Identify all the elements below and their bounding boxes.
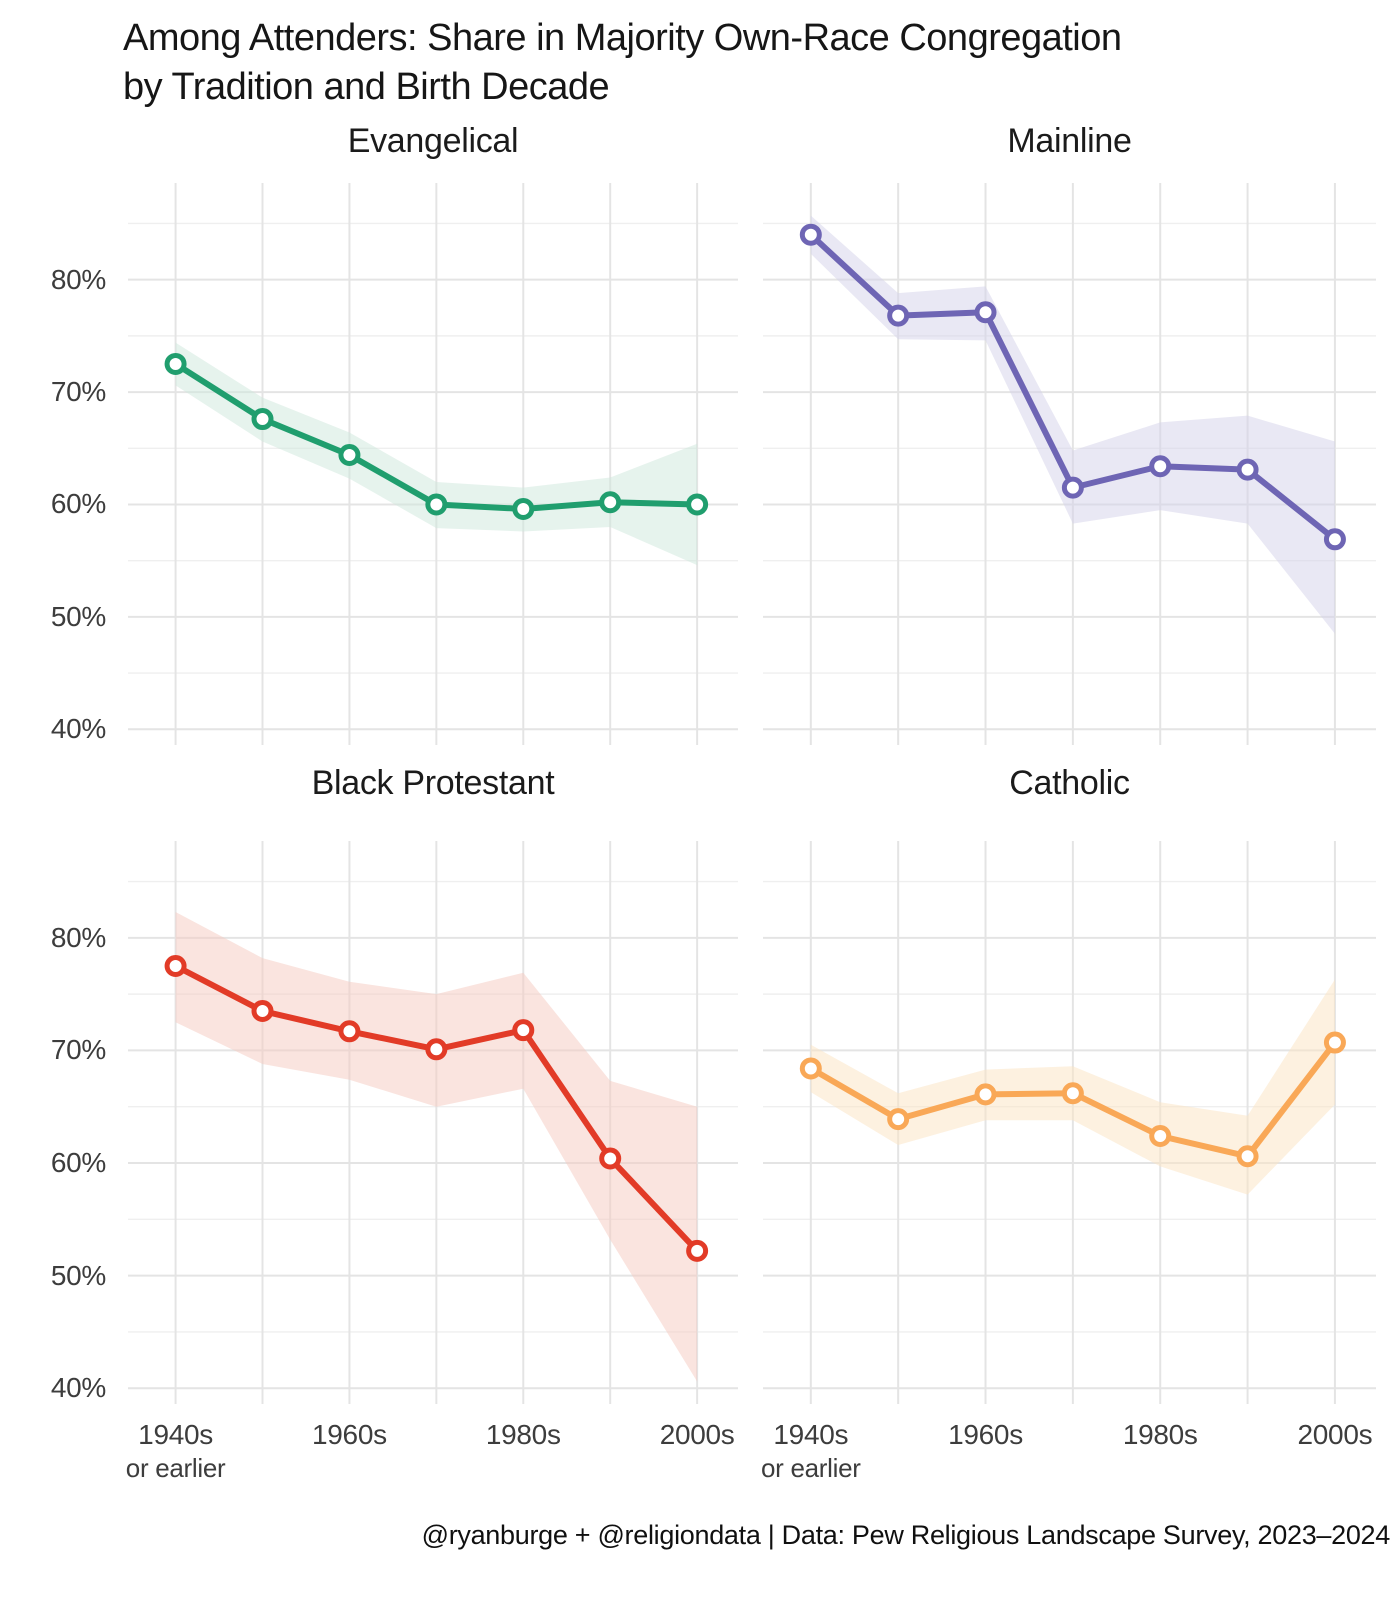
data-point-black-protestant-1980s: [512, 1019, 535, 1042]
data-point-catholic-1960s: [974, 1083, 997, 1106]
facet-title-evangelical: Evangelical: [347, 122, 519, 160]
data-point-mainline-1970s: [1061, 476, 1084, 499]
x-tick-text: 1980s: [485, 1419, 561, 1450]
panel-catholic: [763, 841, 1376, 1404]
x-tick-label-black-protestant-2000s: 2000s: [617, 1418, 777, 1452]
x-tick-label-black-protestant-1980s: 1980s: [443, 1418, 603, 1452]
y-tick-label-80: 80%: [50, 263, 106, 295]
panel-evangelical: [128, 183, 738, 745]
data-point-evangelical-1970s: [425, 493, 448, 516]
caption: @ryanburge + @religiondata | Data: Pew R…: [421, 1520, 1391, 1550]
y-tick-label-70: 70%: [50, 1034, 106, 1066]
data-point-evangelical-1990s: [599, 491, 622, 514]
facet-title-mainline: Mainline: [1007, 122, 1132, 160]
data-point-evangelical-1940s-or-earlier: [164, 352, 187, 375]
y-tick-label-50: 50%: [50, 1259, 106, 1291]
data-point-mainline-1940s-or-earlier: [799, 223, 822, 246]
confidence-ribbon-mainline: [810, 215, 1335, 634]
y-tick-label-40: 40%: [50, 1372, 106, 1404]
x-tick-subtext: or earlier: [125, 1453, 226, 1483]
x-tick-text: 1960s: [312, 1419, 387, 1450]
data-point-black-protestant-1970s: [425, 1038, 448, 1061]
x-tick-text: 1940s: [773, 1419, 849, 1450]
x-tick-subtext: or earlier: [761, 1453, 861, 1483]
data-point-catholic-2000s: [1323, 1031, 1346, 1054]
data-point-evangelical-2000s: [686, 493, 709, 516]
y-tick-label-60: 60%: [50, 488, 106, 520]
data-point-evangelical-1980s: [512, 497, 535, 520]
x-tick-label-black-protestant-1960s: 1960s: [269, 1418, 429, 1452]
data-point-black-protestant-2000s: [686, 1239, 709, 1262]
data-point-catholic-1990s: [1236, 1145, 1259, 1168]
x-tick-label-catholic-1980s: 1980s: [1080, 1418, 1240, 1452]
x-tick-text: 2000s: [659, 1419, 735, 1450]
x-tick-text: 1940s: [138, 1419, 213, 1450]
x-tick-label-catholic-1940s: 1940s or earlier: [731, 1418, 891, 1484]
data-point-evangelical-1960s: [338, 444, 361, 467]
data-point-catholic-1970s: [1061, 1082, 1084, 1105]
x-tick-text: 1980s: [1122, 1419, 1198, 1450]
data-point-black-protestant-1950s: [251, 1000, 274, 1023]
panel-black-protestant: [128, 841, 738, 1404]
data-point-catholic-1940s-or-earlier: [799, 1057, 822, 1080]
x-tick-text: 1960s: [948, 1419, 1023, 1450]
x-tick-text: 2000s: [1297, 1419, 1373, 1450]
confidence-ribbon-black-protestant: [175, 911, 698, 1382]
x-tick-label-black-protestant-1940s: 1940s or earlier: [96, 1418, 256, 1484]
data-point-mainline-2000s: [1323, 528, 1346, 551]
x-tick-label-catholic-1960s: 1960s: [906, 1418, 1066, 1452]
data-point-evangelical-1950s: [251, 408, 274, 431]
data-point-mainline-1960s: [974, 301, 997, 324]
y-tick-label-70: 70%: [50, 376, 106, 408]
y-tick-label-80: 80%: [50, 921, 106, 953]
data-point-black-protestant-1990s: [599, 1147, 622, 1170]
y-tick-label-60: 60%: [50, 1147, 106, 1179]
chart-title-line1: Among Attenders: Share in Majority Own-R…: [123, 17, 1122, 59]
y-tick-label-40: 40%: [50, 713, 106, 745]
data-point-mainline-1980s: [1149, 455, 1172, 478]
data-point-catholic-1980s: [1149, 1125, 1172, 1148]
chart-title-line2: by Tradition and Birth Decade: [123, 66, 610, 108]
y-tick-label-50: 50%: [50, 600, 106, 632]
facet-title-catholic: Catholic: [1009, 764, 1130, 802]
data-point-black-protestant-1940s-or-earlier: [164, 954, 187, 977]
data-point-mainline-1950s: [887, 304, 910, 327]
facet-title-black-protestant: Black Protestant: [311, 764, 555, 802]
data-point-mainline-1990s: [1236, 458, 1259, 481]
x-tick-label-catholic-2000s: 2000s: [1255, 1418, 1400, 1452]
data-point-black-protestant-1960s: [338, 1020, 361, 1043]
gridlines: [128, 183, 738, 745]
confidence-ribbon-evangelical: [175, 342, 698, 566]
panel-mainline: [763, 183, 1376, 745]
data-point-catholic-1950s: [887, 1108, 910, 1131]
chart-title: Among Attenders: Share in Majority Own-R…: [123, 14, 1122, 112]
